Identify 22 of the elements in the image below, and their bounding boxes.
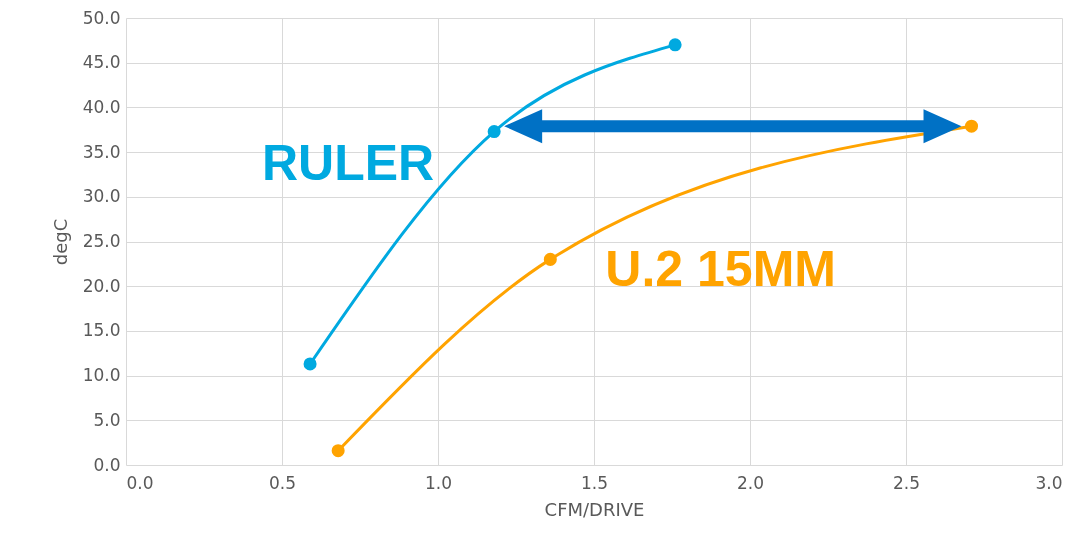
x-tick-label: 1.0 [424,472,453,493]
x-tick-label: 0.5 [268,472,297,493]
y-tick-label: 30.0 [82,186,121,207]
y-tick-label: 35.0 [82,141,121,162]
y-tick-label: 0.0 [93,454,121,475]
series-label: U.2 15MM [605,241,836,298]
y-tick-label: 15.0 [82,320,121,341]
y-tick-label: 5.0 [93,409,121,430]
x-tick-label: 0.0 [126,472,154,493]
x-tick-label: 1.5 [580,472,609,493]
y-tick-label: 45.0 [82,52,121,73]
x-tick-label: 3.0 [1035,472,1063,493]
y-tick-label: 50.0 [82,7,121,28]
y-axis-title: degC [49,218,71,266]
x-tick-label: 2.0 [736,472,765,493]
y-tick-label: 25.0 [82,231,121,251]
x-axis-title: CFM/DRIVE [544,498,645,520]
y-tick-label: 10.0 [82,365,121,386]
y-tick-label: 40.0 [82,96,121,117]
x-tick-label: 2.5 [892,472,921,493]
series-label: RULER [261,134,435,191]
y-tick-label: 20.0 [82,275,121,296]
